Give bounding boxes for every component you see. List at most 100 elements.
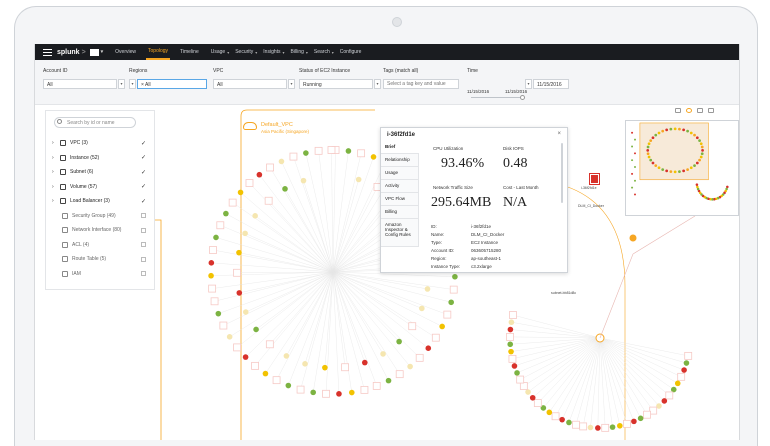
ring-volume-node[interactable] [233,343,241,352]
subnet-volume-node[interactable] [551,412,560,421]
nav-topology[interactable]: Topology [146,44,171,60]
subnet-instance-node[interactable] [683,360,690,366]
subnet-instance-node[interactable] [661,398,668,404]
nav-usage[interactable]: Usage [210,49,226,55]
tree-item[interactable]: IAM [62,268,146,280]
tree-item[interactable]: › Subnet (6) ✓ [52,166,146,178]
eye-icon[interactable] [686,108,692,113]
ring-volume-node[interactable] [219,321,228,330]
ring-volume-node[interactable] [360,385,369,394]
subnet-instance-node[interactable] [674,380,681,387]
ring-volume-node[interactable] [372,381,381,390]
ring-volume-node[interactable] [228,198,237,207]
subnet-instance-node[interactable] [656,403,662,409]
inner-instance-node[interactable] [236,290,243,296]
inner-instance-node[interactable] [242,230,248,237]
inner-instance-node[interactable] [242,309,249,315]
menu-icon[interactable] [43,48,52,56]
tree-item[interactable]: › Load Balancer (3) ✓ [52,195,146,207]
time-slider-track[interactable] [471,97,523,98]
subnet-volume-node[interactable] [665,391,674,400]
ring-volume-node[interactable] [245,179,254,187]
subnet-volume-node[interactable] [572,420,580,429]
selected-instance-node[interactable] [629,234,637,242]
ring-instance-node[interactable] [262,370,269,377]
chevron-right-icon[interactable]: › [52,169,54,175]
subnet-instance-node[interactable] [546,409,553,416]
subnet-instance-node[interactable] [529,394,536,401]
ring-instance-node[interactable] [336,391,342,397]
ring-instance-node[interactable] [439,323,445,330]
subnet-instance-node[interactable] [670,386,677,393]
nav-billing[interactable]: Billing [290,49,304,55]
subnet-instance-node[interactable] [508,319,515,326]
subnet-volume-node[interactable] [649,406,658,415]
subnet-instance-node[interactable] [559,416,565,423]
ring-instance-node[interactable] [385,377,392,384]
ring-instance-node[interactable] [208,272,214,279]
inner-volume-node[interactable] [408,322,417,331]
inner-instance-node[interactable] [322,364,328,371]
tags-input[interactable] [383,79,459,89]
checkbox[interactable] [141,256,146,262]
topology-graph[interactable] [155,106,740,440]
inner-volume-node[interactable] [264,196,273,205]
subnet-instance-node[interactable] [587,424,594,431]
ring-instance-node[interactable] [223,210,229,217]
tab-vpc[interactable]: VPC Flow [381,193,419,206]
subnet-instance-node[interactable] [637,415,644,422]
inner-instance-node[interactable] [302,361,308,367]
account-id-dropdown[interactable]: ▾ [118,79,125,89]
ring-instance-node[interactable] [345,148,352,154]
ring-volume-node[interactable] [327,146,336,154]
chevron-right-icon[interactable]: › [52,140,54,146]
inner-instance-node[interactable] [419,305,425,312]
subnet-instance-node[interactable] [617,422,623,429]
fullscreen-icon[interactable] [708,108,714,113]
subnet-volume-node[interactable] [623,419,631,428]
ring-instance-node[interactable] [285,382,292,389]
tab-relationship[interactable]: Relationship [381,154,419,167]
ring-instance-node[interactable] [310,389,316,396]
ring-instance-node[interactable] [407,363,413,370]
layout-icon[interactable] [675,108,681,113]
ring-instance-node[interactable] [452,273,458,280]
tab-brief[interactable]: Brief [381,141,419,154]
inner-instance-node[interactable] [236,249,242,256]
ring-volume-node[interactable] [216,221,225,230]
chevron-right-icon[interactable]: › [52,154,54,161]
ring-volume-node[interactable] [296,385,305,394]
ring-instance-node[interactable] [278,158,285,165]
popup-scrollbar[interactable] [561,143,563,203]
check-icon[interactable]: ✓ [140,169,146,176]
tree-item[interactable]: Security Group (49) [62,210,146,222]
subnet-volume-node[interactable] [533,399,542,407]
subnet-instance-node[interactable] [595,425,601,431]
tab-billing[interactable]: Billing [381,206,419,219]
load-balancer-node[interactable] [590,174,599,184]
inner-instance-node[interactable] [396,338,402,345]
ring-volume-node[interactable] [251,361,259,370]
ring-volume-node[interactable] [443,310,452,319]
account-id-select[interactable]: All [43,79,117,89]
regions-dropdown-toggle[interactable]: ▾ [129,79,136,89]
tree-item[interactable]: Route Table (5) [62,253,146,265]
subnet-instance-node[interactable] [525,389,531,395]
tab-amazon[interactable]: Amazon Inspector & Config Rules [381,219,419,247]
nav-security[interactable]: Security [235,49,254,55]
subnet-volume-node[interactable] [601,423,610,432]
check-icon[interactable]: ✓ [140,140,146,147]
checkbox[interactable] [141,271,146,276]
ring-volume-node[interactable] [208,284,217,293]
subnet-volume-node[interactable] [506,332,514,341]
subnet-instance-node[interactable] [566,419,572,426]
nav-configure[interactable]: Configure [339,49,362,55]
time-slider-handle[interactable] [520,95,525,100]
tree-item[interactable]: Network Interface (80) [62,224,146,236]
ring-volume-node[interactable] [395,370,404,379]
ring-volume-node[interactable] [314,146,323,155]
ring-instance-node[interactable] [256,171,263,178]
tree-item[interactable]: ACL (4) [62,239,146,251]
tab-usage[interactable]: Usage [381,167,419,180]
inner-instance-node[interactable] [253,326,259,333]
